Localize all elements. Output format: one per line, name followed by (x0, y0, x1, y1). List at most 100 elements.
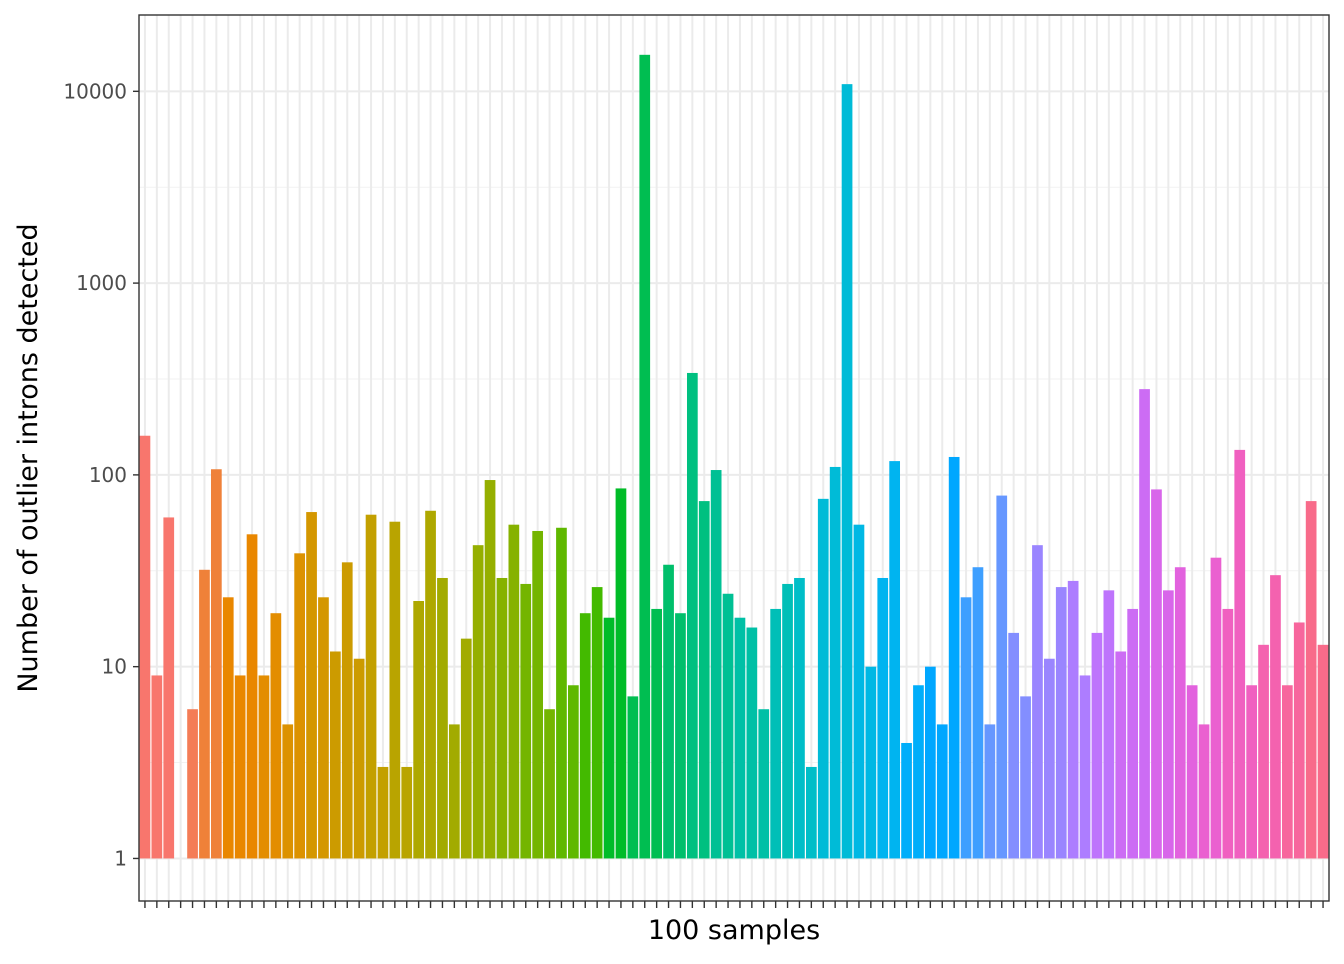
bar (341, 562, 353, 859)
bar (960, 597, 972, 859)
y-tick-label: 1 (114, 846, 127, 870)
bar (365, 514, 377, 859)
bar (520, 583, 532, 859)
y-axis-title: Number of outlier introns detected (13, 223, 44, 692)
bar (1186, 685, 1198, 859)
bar (163, 517, 175, 859)
bar (1032, 545, 1043, 859)
bar (448, 724, 460, 859)
bar (294, 553, 306, 859)
y-tick-label: 10 (102, 655, 127, 679)
bar (1270, 575, 1281, 859)
bar (901, 742, 912, 859)
bar (282, 724, 294, 859)
bar (1234, 449, 1246, 859)
bar (389, 521, 401, 859)
bar (484, 480, 496, 859)
bar (841, 84, 853, 859)
bar (1055, 587, 1067, 859)
bar (1222, 608, 1234, 859)
bars (139, 54, 1329, 859)
bar (1281, 685, 1293, 859)
bar (817, 498, 829, 859)
bar (877, 577, 889, 859)
bar (437, 577, 448, 859)
bar (270, 613, 282, 859)
axis-ticks: 1 10 100 1000 10000 (63, 79, 1324, 908)
bar (734, 617, 746, 859)
bar (187, 709, 198, 859)
bar (329, 651, 341, 859)
bar (722, 593, 734, 859)
bar (591, 587, 603, 859)
bar (710, 470, 722, 859)
bar (794, 577, 805, 859)
bar (1293, 622, 1305, 859)
bar (258, 675, 270, 859)
y-tick-label: 10000 (63, 79, 127, 103)
bar (1174, 567, 1186, 859)
bar (1162, 590, 1174, 859)
bar (698, 501, 710, 859)
bar (663, 564, 674, 859)
bar (972, 567, 984, 859)
bar (579, 613, 591, 859)
bar (1115, 651, 1127, 859)
bar (460, 638, 472, 859)
bar (246, 534, 258, 859)
bar (544, 709, 555, 859)
y-tick-label: 1000 (76, 271, 127, 295)
bar (603, 617, 615, 859)
bar (1008, 632, 1020, 859)
bar (865, 666, 877, 859)
bar (1103, 590, 1115, 859)
bar (1139, 389, 1150, 859)
y-tick-label: 100 (89, 463, 127, 487)
bar (353, 658, 365, 859)
bar (1020, 696, 1031, 859)
bar (425, 510, 436, 859)
bar (532, 530, 544, 859)
bar (199, 569, 210, 859)
bar (782, 583, 793, 859)
bar (472, 545, 484, 859)
bar (556, 527, 567, 859)
bar (639, 54, 651, 859)
bar (651, 608, 663, 859)
bar (1151, 489, 1162, 859)
bar (377, 766, 389, 859)
x-axis-title: 100 samples (648, 915, 820, 946)
bar (1317, 644, 1329, 859)
bar (936, 724, 948, 859)
bar (686, 372, 698, 859)
plot-border (138, 14, 1330, 902)
bar (401, 766, 413, 859)
bar (1210, 557, 1222, 859)
bar (889, 461, 901, 859)
bar (746, 627, 758, 859)
bar (151, 675, 163, 859)
bar (675, 613, 686, 859)
bar (222, 597, 234, 859)
bar (996, 495, 1008, 859)
bar (1258, 644, 1269, 859)
bar (1043, 658, 1055, 859)
bar (210, 469, 222, 859)
bar (758, 709, 770, 859)
bar (770, 608, 782, 859)
bar (508, 524, 520, 859)
bar (567, 685, 579, 859)
bar (413, 600, 425, 859)
plot-panel (139, 15, 1329, 901)
bar (496, 577, 508, 859)
bar (913, 685, 924, 859)
bar (234, 675, 246, 859)
bar (1127, 608, 1139, 859)
bar (627, 696, 639, 859)
bar (853, 524, 865, 859)
bar (805, 766, 817, 859)
bar (1067, 580, 1079, 859)
bar (615, 488, 627, 859)
